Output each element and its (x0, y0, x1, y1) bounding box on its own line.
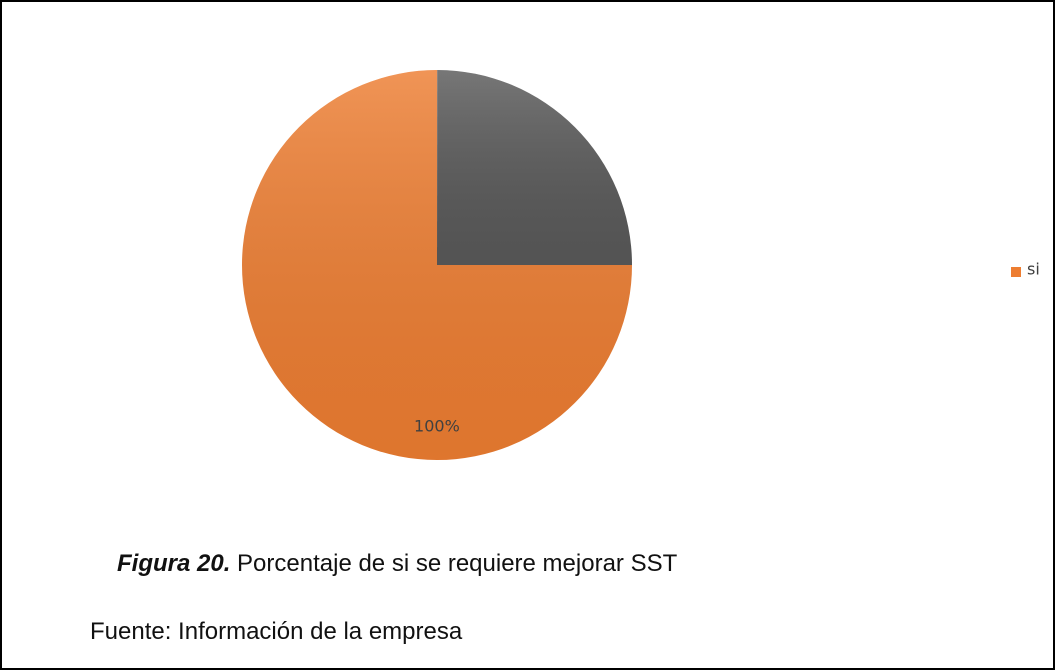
slice-shade (437, 70, 632, 265)
data-label: 100% (414, 416, 460, 435)
legend-swatch (1011, 267, 1021, 277)
caption-text: Porcentaje de si se requiere mejorar SST (237, 550, 678, 577)
legend-label: si (1027, 260, 1040, 279)
caption-label: Figura 20. (117, 550, 231, 577)
source: Fuente: Información de la empresa (90, 618, 463, 645)
caption: Figura 20. Porcentaje de si se requiere … (117, 550, 677, 578)
